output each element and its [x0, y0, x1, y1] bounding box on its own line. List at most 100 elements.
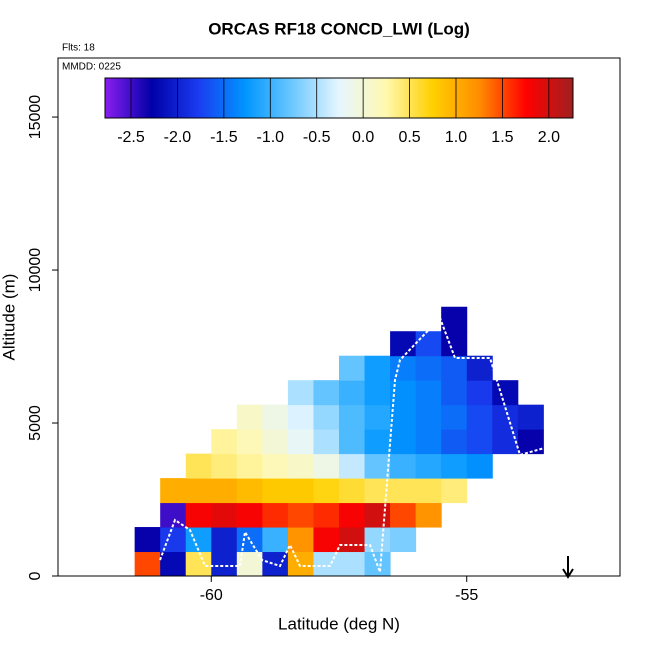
flight-track	[159, 316, 556, 573]
cell	[339, 380, 366, 406]
cell	[262, 453, 289, 479]
colorbar-tick-label: 2.0	[538, 129, 560, 146]
cell	[441, 355, 468, 381]
cell	[313, 527, 340, 553]
y-axis-label: Altitude (m)	[0, 274, 18, 361]
colorbar-tick-label: 0.5	[398, 129, 420, 146]
cell	[390, 331, 417, 357]
x-tick-label: -60	[200, 587, 223, 604]
cell	[441, 429, 468, 455]
cell	[441, 380, 468, 406]
cell	[390, 429, 417, 455]
cell	[287, 404, 314, 430]
cell	[517, 429, 544, 455]
cell	[441, 478, 468, 504]
cell	[415, 355, 442, 381]
cell	[160, 551, 187, 577]
cell	[211, 478, 238, 504]
colorbar-tick-label: 1.5	[491, 129, 513, 146]
cell	[211, 453, 238, 479]
cell	[466, 429, 493, 455]
cell	[415, 380, 442, 406]
cell	[415, 331, 442, 357]
cell	[160, 502, 187, 528]
cell	[313, 404, 340, 430]
cell	[364, 502, 391, 528]
colorbar-tick-label: -1.5	[210, 129, 238, 146]
cell	[236, 527, 263, 553]
y-tick-label: 15000	[27, 95, 44, 140]
cell	[313, 502, 340, 528]
colorbar-tick-label: 1.0	[445, 129, 467, 146]
cell	[262, 527, 289, 553]
cell	[262, 502, 289, 528]
cell	[313, 380, 340, 406]
cell	[185, 502, 212, 528]
cell	[185, 551, 212, 577]
cell	[236, 429, 263, 455]
annotation: Flts: 18	[62, 43, 95, 54]
cell	[211, 527, 238, 553]
cell	[339, 502, 366, 528]
cell	[211, 502, 238, 528]
cell	[364, 404, 391, 430]
cell	[339, 404, 366, 430]
cell	[160, 478, 187, 504]
colorbar-tick-label: -0.5	[303, 129, 331, 146]
cell	[415, 429, 442, 455]
colorbar-tick-label: -2.5	[117, 129, 145, 146]
cell	[313, 429, 340, 455]
cell	[364, 527, 391, 553]
cell	[236, 453, 263, 479]
colorbar-frame	[104, 77, 574, 119]
cell	[236, 478, 263, 504]
cell	[441, 404, 468, 430]
cell	[236, 404, 263, 430]
cell	[236, 502, 263, 528]
cell	[339, 429, 366, 455]
cell	[287, 551, 314, 577]
cell	[415, 478, 442, 504]
cell	[466, 380, 493, 406]
cell	[262, 429, 289, 455]
cell	[441, 306, 468, 332]
cell	[390, 527, 417, 553]
cell	[262, 404, 289, 430]
cell	[211, 551, 238, 577]
cell	[211, 429, 238, 455]
cell	[364, 380, 391, 406]
colorbar-fill	[105, 78, 573, 118]
cell	[287, 453, 314, 479]
cell	[390, 453, 417, 479]
cell	[339, 551, 366, 577]
colorbar-tick-label: -1.0	[256, 129, 284, 146]
cell	[390, 502, 417, 528]
cell	[287, 429, 314, 455]
x-tick-label: -55	[455, 587, 478, 604]
cell	[134, 527, 161, 553]
y-tick-label: 10000	[27, 248, 44, 293]
cell	[364, 453, 391, 479]
colorbar-tick-label: 0.0	[352, 129, 374, 146]
cell	[134, 551, 161, 577]
cell	[364, 429, 391, 455]
cell	[287, 380, 314, 406]
y-tick-label: 0	[27, 571, 44, 580]
cell	[441, 331, 468, 357]
annotation: MMDD: 0225	[62, 62, 121, 73]
cell	[415, 453, 442, 479]
cell	[313, 478, 340, 504]
cell	[364, 355, 391, 381]
chart-title: ORCAS RF18 CONCD_LWI (Log)	[208, 19, 470, 38]
cell	[313, 453, 340, 479]
cell	[492, 380, 519, 406]
cell	[339, 478, 366, 504]
arrow-head	[562, 568, 574, 579]
cell	[185, 478, 212, 504]
cell	[415, 404, 442, 430]
y-tick-label: 5000	[27, 405, 44, 441]
cell	[466, 453, 493, 479]
cell	[339, 527, 366, 553]
colorbar: -2.5 -2.0 -1.5 -1.0 -0.5 0.0 0.5 1.0 1.5 2.0	[105, 78, 573, 146]
